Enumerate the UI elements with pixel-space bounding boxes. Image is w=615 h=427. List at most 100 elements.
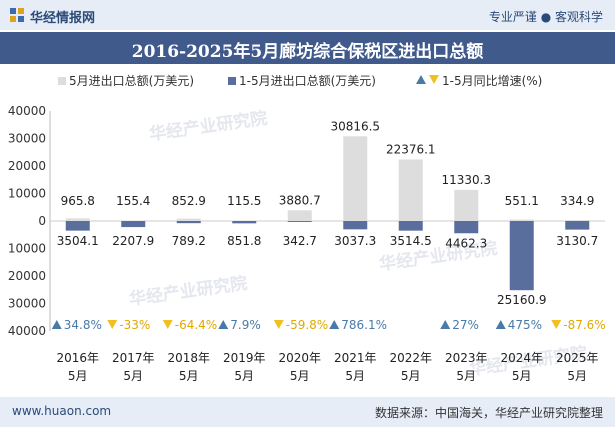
label-ytd-5: 3037.3 [334, 234, 376, 248]
label-may-0: 965.8 [61, 194, 95, 208]
category-month-2: 5月 [179, 369, 199, 383]
label-may-7: 11330.3 [441, 173, 491, 187]
brand-name: 华经情报网 [30, 11, 96, 26]
y-tick-label-1: 30000 [8, 132, 46, 146]
label-ytd-7: 4462.3 [445, 236, 487, 250]
label-may-4: 3880.7 [279, 193, 321, 207]
growth-up-triangle-0 [51, 320, 62, 329]
chart-title: 2016-2025年5月廊坊综合保税区进出口总额 [131, 42, 484, 62]
growth-up-triangle-5 [329, 320, 340, 329]
growth-up-triangle-7 [440, 320, 451, 329]
bar-may-0 [65, 218, 90, 221]
growth-up-triangle-8 [495, 320, 506, 329]
bar-ytd-8 [509, 221, 534, 291]
growth-label-3: 7.9% [230, 318, 261, 332]
chart-legend: 5月进出口总额(万美元) 1-5月进出口总额(万美元) 1-5月同比增速(%) [0, 72, 615, 92]
category-year-2: 2018年 [167, 351, 210, 365]
bar-ytd-3 [232, 221, 257, 224]
growth-label-1: -33% [119, 318, 150, 332]
growth-label-8: 475% [508, 318, 542, 332]
bar-ytd-5 [343, 221, 368, 230]
legend-swatch-may [58, 77, 66, 85]
category-month-8: 5月 [512, 369, 532, 383]
label-ytd-3: 851.8 [227, 234, 261, 248]
bar-may-4 [287, 210, 312, 221]
category-month-6: 5月 [401, 369, 421, 383]
bar-may-8 [509, 219, 534, 221]
label-may-8: 551.1 [505, 194, 539, 208]
bar-ytd-2 [176, 221, 201, 224]
category-year-6: 2022年 [389, 351, 432, 365]
category-year-7: 2023年 [445, 351, 488, 365]
bar-ytd-1 [121, 221, 146, 228]
category-year-0: 2016年 [56, 351, 99, 365]
y-tick-label-0: 40000 [8, 104, 46, 118]
legend-label-growth: 1-5月同比增速(%) [442, 74, 543, 88]
label-may-1: 155.4 [116, 194, 150, 208]
category-year-8: 2024年 [500, 351, 543, 365]
growth-down-triangle-2 [162, 320, 173, 329]
growth-label-9: -87.6% [563, 318, 605, 332]
footer-source: 数据来源：中国海关，华经产业研究院整理 [374, 406, 603, 420]
bar-may-5 [343, 136, 368, 221]
label-may-6: 22376.1 [386, 142, 436, 156]
bar-ytd-4 [287, 221, 312, 222]
category-month-7: 5月 [456, 369, 476, 383]
growth-label-0: 34.8% [64, 318, 102, 332]
growth-label-7: 27% [452, 318, 479, 332]
y-tick-label-4: 0 [38, 214, 46, 228]
bar-may-6 [398, 159, 423, 221]
growth-label-5: 786.1% [341, 318, 387, 332]
category-month-0: 5月 [68, 369, 88, 383]
growth-down-triangle-9 [551, 320, 562, 329]
category-month-9: 5月 [567, 369, 587, 383]
category-year-4: 2020年 [278, 351, 321, 365]
bar-may-7 [454, 189, 479, 221]
category-year-9: 2025年 [556, 351, 599, 365]
growth-label-4: -59.8% [286, 318, 328, 332]
label-may-3: 115.5 [227, 194, 261, 208]
legend-up-triangle-icon [416, 75, 426, 84]
bar-ytd-0 [65, 221, 90, 231]
footer-bar: www.huaon.com 数据来源：中国海关，华经产业研究院整理 [0, 397, 615, 427]
growth-down-triangle-4 [273, 320, 284, 329]
growth-label-2: -64.4% [175, 318, 217, 332]
y-tick-label-6: 20000 [8, 269, 46, 283]
category-year-5: 2021年 [334, 351, 377, 365]
top-header-bar: 华经情报网 专业严谨 ● 客观科学 [0, 0, 615, 30]
watermark-text-2: 华经产业研究院 [128, 273, 249, 310]
growth-down-triangle-1 [107, 320, 118, 329]
bar-may-1 [121, 220, 146, 222]
category-month-3: 5月 [234, 369, 254, 383]
chart-plot: 华经产业研究院华经产业研究院华经产业研究院华经产业研究院400003000020… [8, 104, 606, 383]
bar-ytd-6 [398, 221, 423, 231]
footer-site: www.huaon.com [12, 404, 112, 418]
label-ytd-1: 2207.9 [112, 234, 154, 248]
label-may-5: 30816.5 [330, 119, 380, 133]
y-tick-label-7: 30000 [8, 297, 46, 311]
watermark-text-0: 华经产业研究院 [148, 108, 269, 145]
legend-item-growth: 1-5月同比增速(%) [416, 72, 542, 89]
growth-up-triangle-3 [218, 320, 229, 329]
y-tick-label-3: 10000 [8, 187, 46, 201]
bar-ytd-9 [565, 221, 590, 230]
label-ytd-8: 25160.9 [497, 293, 547, 307]
category-month-5: 5月 [345, 369, 365, 383]
label-may-2: 852.9 [172, 194, 206, 208]
header-slogan: 专业严谨 ● 客观科学 [488, 10, 603, 24]
legend-item-ytd: 1-5月进出口总额(万美元) [228, 72, 376, 89]
category-month-1: 5月 [123, 369, 143, 383]
brand-logo-icon [10, 8, 24, 22]
category-month-4: 5月 [290, 369, 310, 383]
legend-item-may: 5月进出口总额(万美元) [58, 72, 194, 89]
legend-label-may: 5月进出口总额(万美元) [69, 74, 194, 88]
label-ytd-6: 3514.5 [390, 234, 432, 248]
category-year-3: 2019年 [223, 351, 266, 365]
y-tick-label-5: 10000 [8, 242, 46, 256]
label-may-9: 334.9 [560, 194, 594, 208]
category-year-1: 2017年 [112, 351, 155, 365]
label-ytd-0: 3504.1 [57, 234, 99, 248]
label-ytd-4: 342.7 [283, 234, 317, 248]
bar-may-9 [565, 220, 590, 221]
legend-down-triangle-icon [429, 75, 439, 84]
